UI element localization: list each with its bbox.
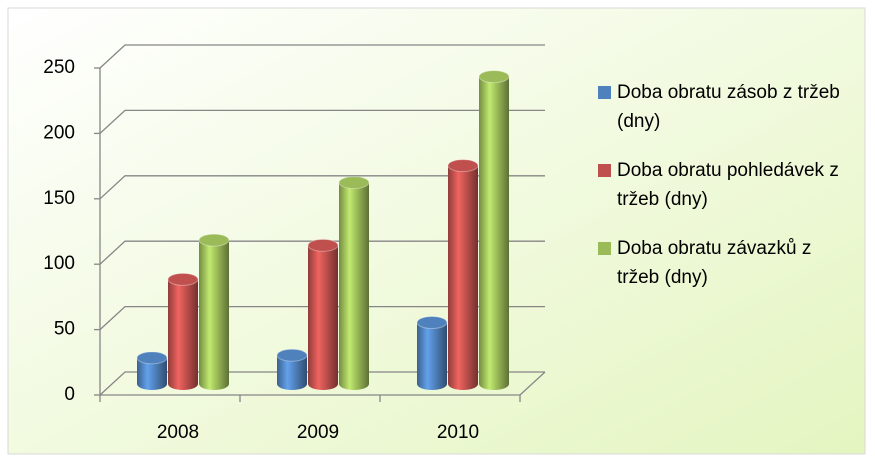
bar-top (307, 238, 339, 252)
bar-top (167, 272, 199, 286)
bar-top (198, 233, 230, 247)
x-tick-label: 2010 (437, 422, 479, 443)
bar (339, 182, 369, 384)
bar (417, 322, 447, 384)
legend-entry: Doba obratu závazků z tržeb (dny) (598, 234, 848, 292)
legend-swatch (598, 86, 611, 99)
y-tick-label: 50 (54, 319, 75, 340)
bar (199, 240, 229, 384)
bar (308, 245, 338, 384)
legend: Doba obratu zásob z tržeb (dny) Doba obra… (598, 78, 848, 312)
bar-top (276, 348, 308, 362)
legend-swatch (598, 242, 611, 255)
grid-line (99, 371, 545, 396)
legend-label: Doba obratu pohledávek z tržeb (dny) (617, 160, 839, 210)
grid-line (99, 109, 545, 134)
y-tick-label: 150 (43, 188, 75, 209)
bar (168, 279, 198, 384)
y-tick-label: 200 (43, 122, 75, 143)
grid-line (99, 44, 545, 69)
bar-top (338, 176, 370, 190)
grid-line (99, 240, 545, 265)
bar-top (416, 316, 448, 330)
x-tick-label: 2009 (297, 422, 339, 443)
grid-line (99, 175, 545, 200)
legend-swatch (598, 164, 611, 177)
bar-top (447, 159, 479, 173)
legend-entry: Doba obratu zásob z tržeb (dny) (598, 78, 848, 136)
grid-line (99, 305, 545, 331)
y-tick-label: 100 (43, 253, 75, 274)
bar (479, 76, 509, 385)
y-tick-label: 0 (64, 384, 75, 405)
y-tick-label: 250 (43, 57, 75, 78)
legend-label: Doba obratu závazků z tržeb (dny) (617, 238, 812, 288)
legend-entry: Doba obratu pohledávek z tržeb (dny) (598, 156, 848, 214)
bar-top (478, 70, 510, 84)
bar (448, 165, 478, 384)
x-tick-label: 2008 (157, 422, 199, 443)
bar-top (136, 351, 168, 365)
legend-label: Doba obratu zásob z tržeb (dny) (617, 82, 840, 132)
